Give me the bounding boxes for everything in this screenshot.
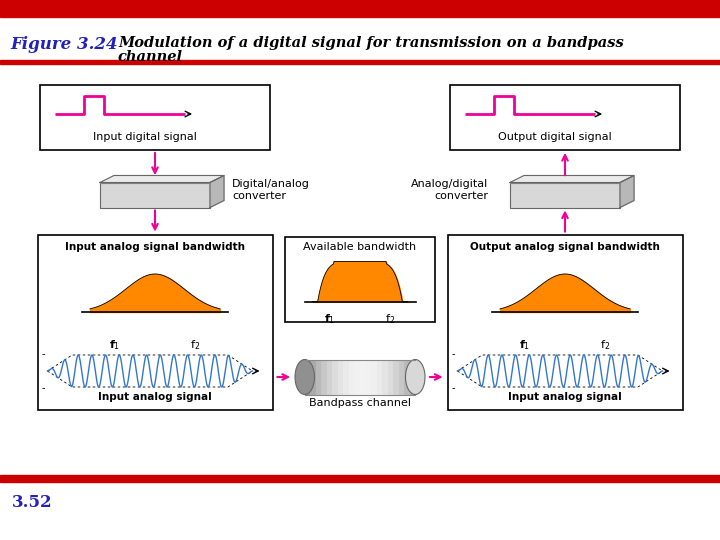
Text: f$_1$: f$_1$	[519, 338, 531, 352]
Polygon shape	[620, 176, 634, 207]
Polygon shape	[510, 176, 634, 183]
Bar	[0, 60, 720, 64]
Bar	[327, 360, 333, 395]
Bar	[305, 360, 310, 395]
Text: f$_1$: f$_1$	[325, 313, 336, 326]
Bar	[40, 85, 270, 150]
Bar	[343, 360, 349, 395]
Bar	[0, 475, 720, 482]
Bar	[321, 360, 327, 395]
Bar	[333, 360, 338, 395]
Bar	[382, 360, 387, 395]
Text: Available bandwidth: Available bandwidth	[303, 242, 417, 253]
Bar	[354, 360, 360, 395]
Bar	[100, 183, 210, 207]
Text: Input digital signal: Input digital signal	[93, 132, 197, 142]
Bar	[377, 360, 382, 395]
Bar	[360, 360, 366, 395]
Bar	[450, 85, 680, 150]
Bar	[393, 360, 399, 395]
Text: f$_1$: f$_1$	[109, 338, 120, 352]
Text: Figure 3.24: Figure 3.24	[10, 36, 117, 53]
Text: Output digital signal: Output digital signal	[498, 132, 612, 142]
Ellipse shape	[405, 360, 425, 395]
Text: Analog/digital
converter: Analog/digital converter	[410, 179, 488, 201]
Text: f$_2$: f$_2$	[385, 313, 395, 326]
Bar	[410, 360, 415, 395]
Bar	[448, 234, 683, 409]
Text: -: -	[42, 349, 45, 359]
Text: channel: channel	[118, 50, 183, 64]
Text: f$_2$: f$_2$	[190, 338, 200, 352]
Text: Input analog signal: Input analog signal	[98, 392, 212, 402]
Ellipse shape	[295, 360, 315, 395]
Text: Input analog signal bandwidth: Input analog signal bandwidth	[65, 242, 245, 253]
Text: -: -	[452, 349, 456, 359]
Text: Modulation of a digital signal for transmission on a bandpass: Modulation of a digital signal for trans…	[118, 36, 624, 50]
Bar	[387, 360, 393, 395]
Text: Bandpass channel: Bandpass channel	[309, 399, 411, 408]
Bar	[0, 0, 720, 17]
Bar	[310, 360, 316, 395]
Bar	[404, 360, 410, 395]
Text: 3.52: 3.52	[12, 494, 53, 511]
Bar	[349, 360, 354, 395]
Text: f$_2$: f$_2$	[600, 338, 610, 352]
Text: Digital/analog
converter: Digital/analog converter	[232, 179, 310, 201]
Text: -: -	[452, 383, 456, 393]
Bar	[316, 360, 321, 395]
Text: Input analog signal: Input analog signal	[508, 392, 622, 402]
Polygon shape	[100, 176, 224, 183]
Bar	[37, 234, 272, 409]
Bar	[285, 237, 435, 321]
Bar	[338, 360, 343, 395]
Bar	[510, 183, 620, 207]
Bar	[366, 360, 371, 395]
Text: Output analog signal bandwidth: Output analog signal bandwidth	[470, 242, 660, 253]
Bar	[371, 360, 377, 395]
Text: -: -	[42, 383, 45, 393]
Bar	[399, 360, 404, 395]
Polygon shape	[210, 176, 224, 207]
